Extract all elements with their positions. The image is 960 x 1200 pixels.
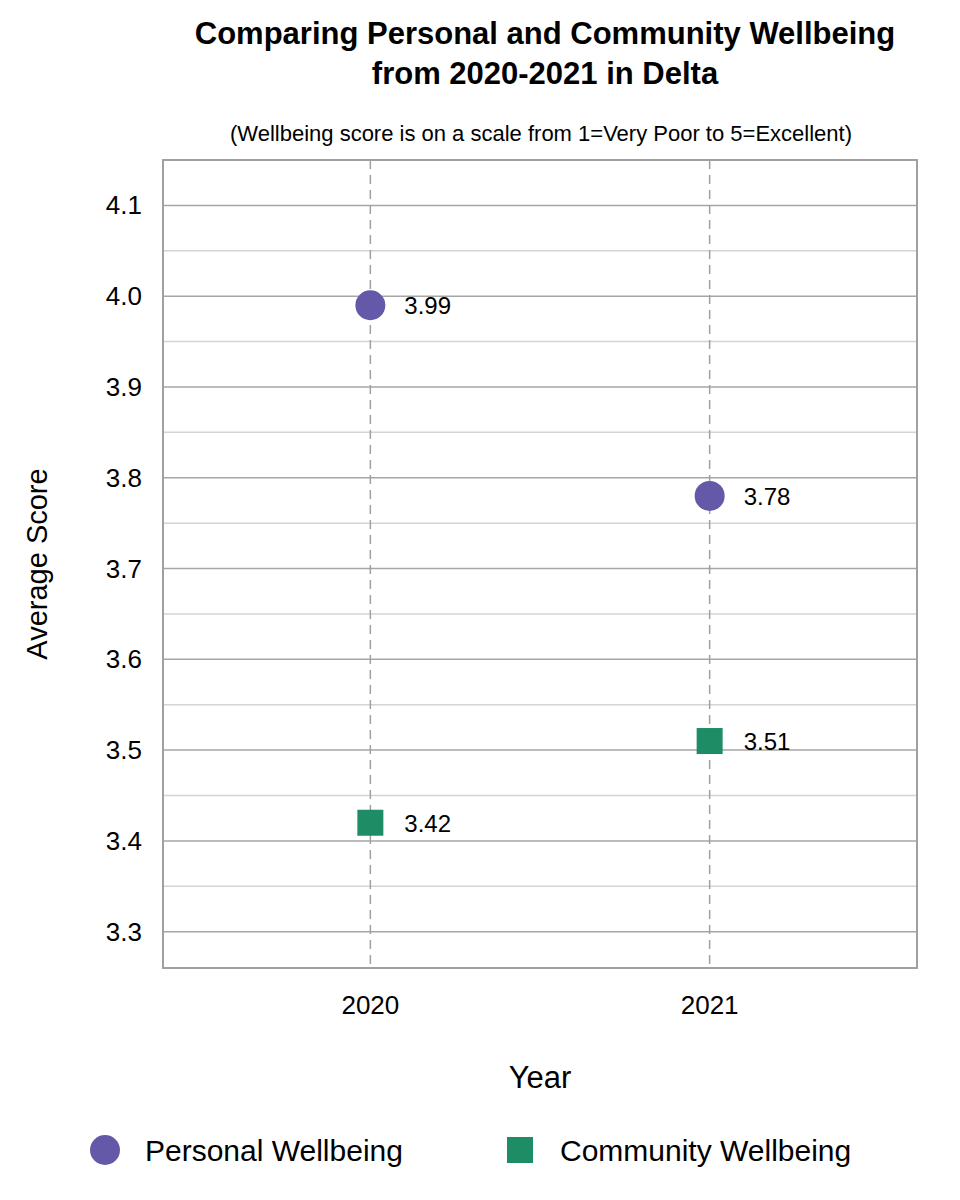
legend-label: Personal Wellbeing: [145, 1134, 403, 1167]
data-label: 3.51: [744, 728, 791, 755]
grid-line: [163, 840, 917, 842]
legend-marker: [507, 1137, 533, 1163]
grid-line: [163, 931, 917, 933]
y-tick-label: 3.4: [106, 826, 142, 856]
data-label: 3.42: [404, 810, 451, 837]
minor-grid-line: [163, 250, 917, 252]
minor-grid-line: [163, 886, 917, 888]
minor-grid-line: [163, 341, 917, 343]
grid: [163, 160, 917, 968]
category-guide-line: [709, 160, 711, 968]
y-tick-label: 3.5: [106, 735, 142, 765]
chart-title: Comparing Personal and Community Wellbei…: [160, 14, 930, 94]
legend-marker: [90, 1135, 120, 1165]
marks: [355, 290, 724, 835]
x-axis-label: Year: [509, 1060, 572, 1095]
data-label: 3.78: [744, 483, 791, 510]
grid-line: [163, 295, 917, 297]
grid-line: [163, 477, 917, 479]
y-tick-label: 3.3: [106, 917, 142, 947]
legend: Personal Wellbeing Community Wellbeing: [90, 1134, 851, 1167]
data-point: [355, 290, 385, 320]
x-tick-label: 2021: [681, 990, 739, 1020]
chart-subtitle: (Wellbeing score is on a scale from 1=Ve…: [230, 121, 852, 146]
data-point: [357, 810, 383, 836]
minor-grid-line: [163, 795, 917, 797]
category-guide-line: [370, 160, 372, 968]
y-tick-label: 3.7: [106, 554, 142, 584]
chart-canvas: (Wellbeing score is on a scale from 1=Ve…: [0, 0, 960, 1200]
grid-line: [163, 205, 917, 207]
y-tick-label: 3.8: [106, 463, 142, 493]
minor-grid-line: [163, 613, 917, 615]
minor-grid-line: [163, 704, 917, 706]
data-point: [695, 481, 725, 511]
data-labels: 3.99 3.78 3.42 3.51: [404, 292, 790, 836]
y-axis-label: Average Score: [21, 468, 53, 659]
y-tick-label: 3.6: [106, 644, 142, 674]
y-tick-label: 4.1: [106, 190, 142, 220]
y-tick-label: 4.0: [106, 281, 142, 311]
grid-line: [163, 568, 917, 570]
grid-line: [163, 749, 917, 751]
data-label: 3.99: [404, 292, 451, 319]
minor-grid-line: [163, 522, 917, 524]
plot-frame: [163, 160, 917, 968]
x-tick-label: 2020: [341, 990, 399, 1020]
y-tick-label: 3.9: [106, 372, 142, 402]
grid-line: [163, 386, 917, 388]
minor-grid-line: [163, 432, 917, 434]
grid-line: [163, 659, 917, 661]
legend-label: Community Wellbeing: [560, 1134, 851, 1167]
data-point: [697, 728, 723, 754]
